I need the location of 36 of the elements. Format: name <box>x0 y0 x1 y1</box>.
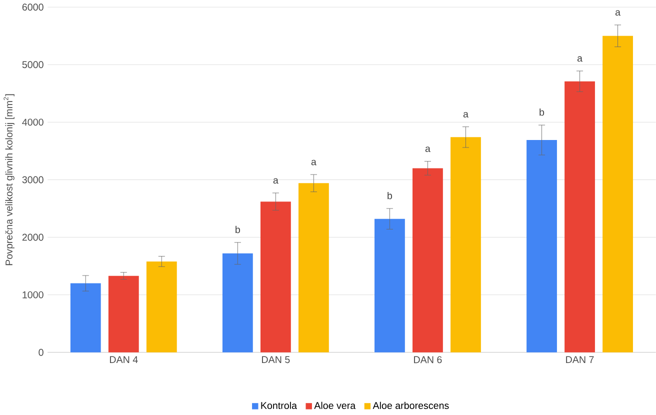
y-tick-label: 3000 <box>22 176 44 184</box>
y-tick-label: 2000 <box>22 234 44 241</box>
bar <box>602 36 633 352</box>
data-label: a <box>463 112 468 118</box>
bar <box>146 261 177 352</box>
data-label: a <box>311 160 316 166</box>
bar <box>564 81 595 352</box>
data-label: b <box>236 226 240 234</box>
bar <box>526 140 557 352</box>
data-label: a <box>425 146 430 152</box>
bar <box>374 218 405 352</box>
data-label: a <box>273 178 278 184</box>
y-tick-label: 1000 <box>22 291 44 298</box>
y-tick-label: 6000 <box>22 4 44 11</box>
bar <box>70 283 101 352</box>
data-label: a <box>615 10 620 16</box>
x-tick-label: DAN 6 <box>414 356 442 364</box>
legend-label: Kontrola <box>261 402 298 410</box>
legend-label: Aloe vera <box>314 402 356 410</box>
bar <box>298 183 329 352</box>
y-tick-label: 0 <box>38 348 44 356</box>
data-label: a <box>577 56 582 62</box>
data-label: b <box>540 108 544 116</box>
bar <box>108 276 139 352</box>
x-tick-label: DAN 7 <box>566 356 594 363</box>
x-tick-label: DAN 4 <box>110 356 138 363</box>
y-axis-title: Povprečna velikost glivnih kolonij [mm$^{2}$] <box>4 94 14 266</box>
x-tick-label: DAN 5 <box>262 356 290 364</box>
legend-label: Aloe arborescens <box>372 402 449 410</box>
y-tick-label: 4000 <box>22 118 44 126</box>
y-tick-label: 5000 <box>22 61 44 68</box>
data-label: b <box>388 192 392 200</box>
bar <box>222 253 253 352</box>
bar <box>412 168 443 352</box>
bar <box>450 137 481 352</box>
bar <box>260 202 291 352</box>
